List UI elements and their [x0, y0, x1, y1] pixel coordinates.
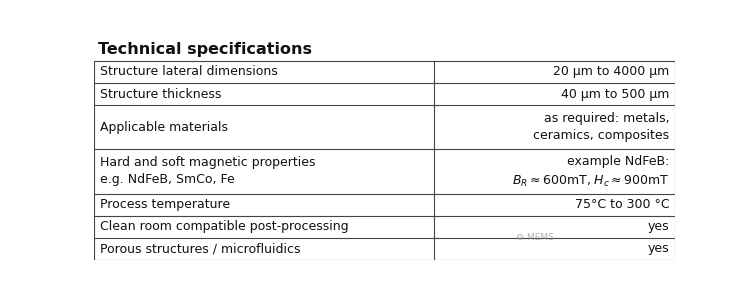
Text: Process temperature: Process temperature — [100, 198, 230, 211]
Text: 75°C to 300 °C: 75°C to 300 °C — [574, 198, 669, 211]
Text: example NdFeB:: example NdFeB: — [567, 155, 669, 168]
Text: Clean room compatible post-processing: Clean room compatible post-processing — [100, 220, 348, 233]
Text: Structure thickness: Structure thickness — [100, 88, 221, 100]
Text: 20 μm to 4000 μm: 20 μm to 4000 μm — [553, 65, 669, 79]
Text: yes: yes — [647, 242, 669, 255]
Text: 40 μm to 500 μm: 40 μm to 500 μm — [561, 88, 669, 100]
Bar — [94, 61, 675, 260]
Text: Porous structures / microfluidics: Porous structures / microfluidics — [100, 242, 300, 255]
Text: as required: metals,
ceramics, composites: as required: metals, ceramics, composite… — [533, 112, 669, 142]
Text: $B_R\approx$600mT, $H_c\approx$900mT: $B_R\approx$600mT, $H_c\approx$900mT — [512, 174, 669, 189]
Text: Hard and soft magnetic properties
e.g. NdFeB, SmCo, Fe: Hard and soft magnetic properties e.g. N… — [100, 157, 315, 187]
Text: Technical specifications: Technical specifications — [98, 42, 313, 57]
Text: Structure lateral dimensions: Structure lateral dimensions — [100, 65, 278, 79]
Text: ⚙ MEMS: ⚙ MEMS — [516, 233, 554, 242]
Text: Applicable materials: Applicable materials — [100, 121, 227, 134]
Text: yes: yes — [647, 220, 669, 233]
